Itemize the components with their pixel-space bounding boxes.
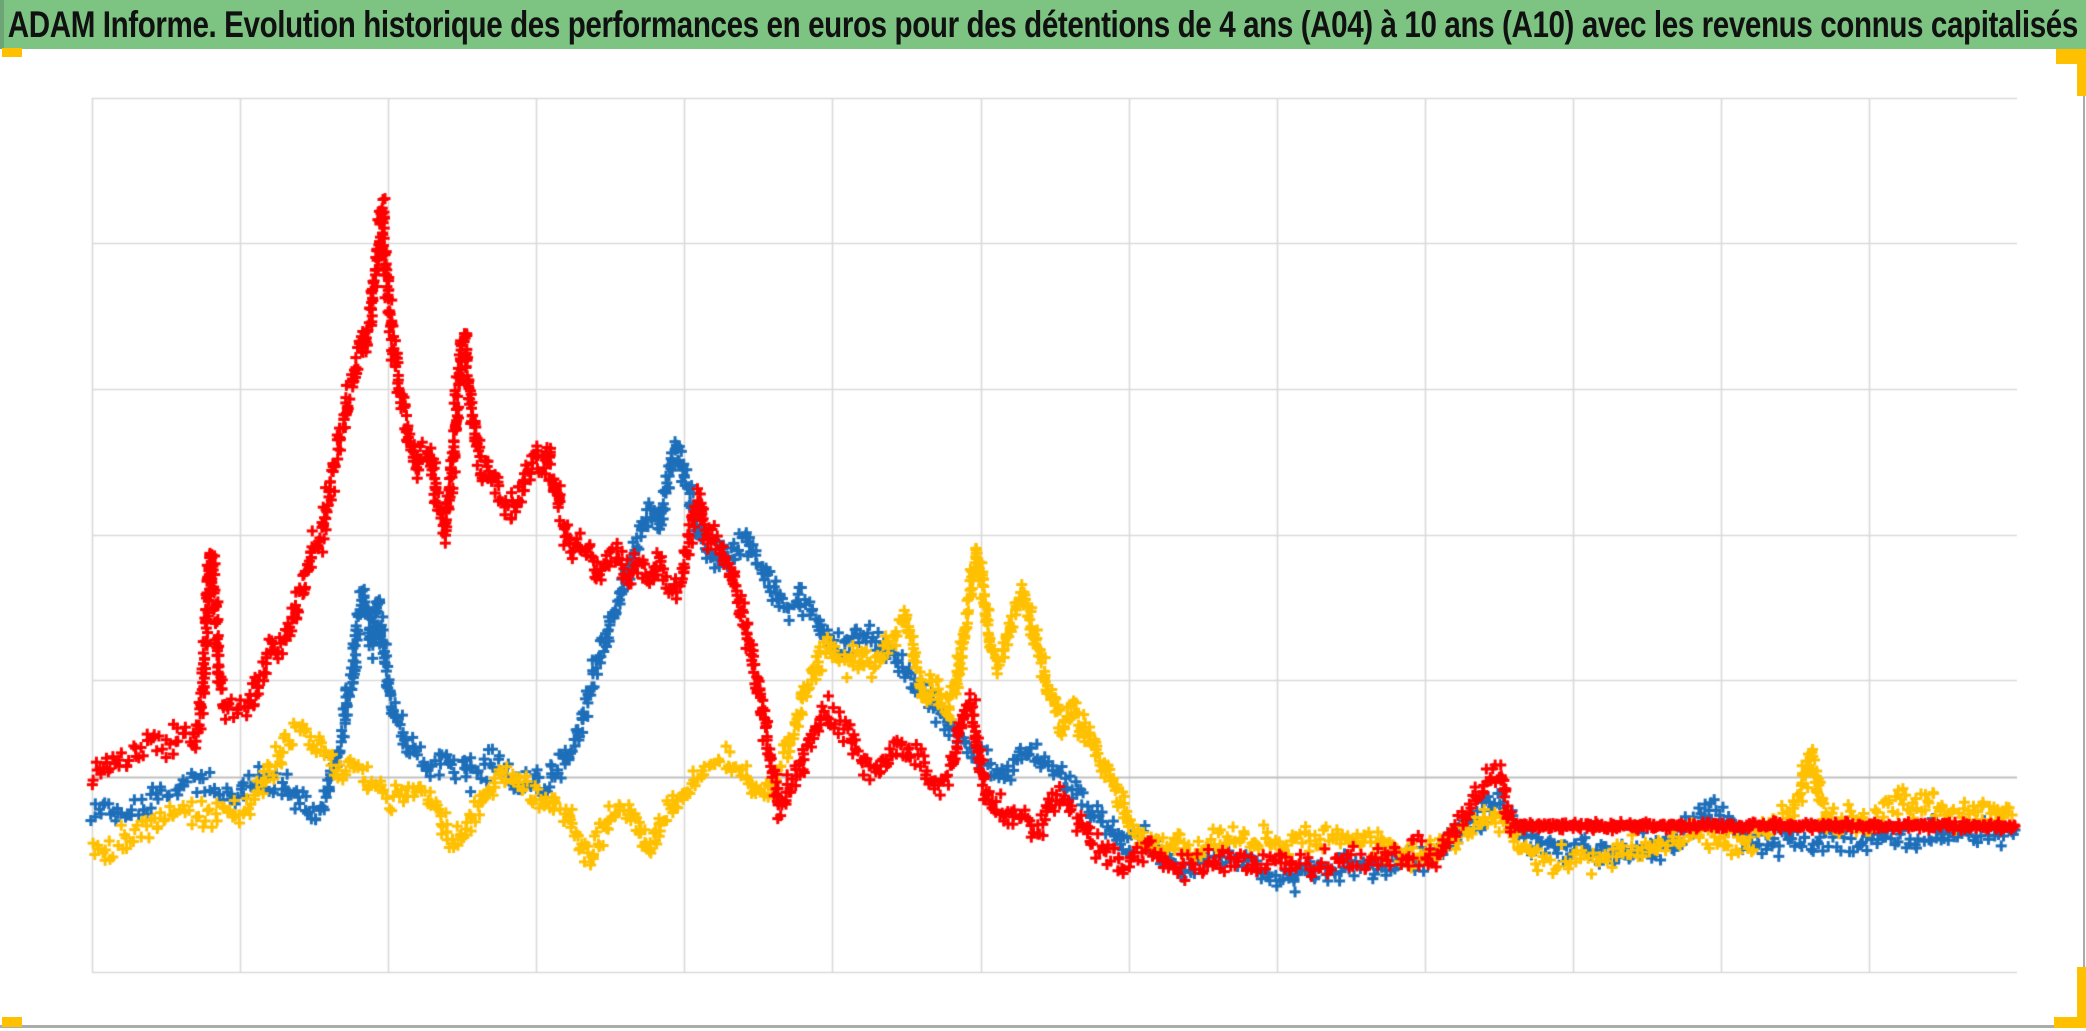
title-bar-left-edge [0, 0, 4, 49]
accent-mark-bottom-right-horizontal [2054, 1017, 2086, 1028]
accent-mark-top-left [2, 48, 22, 57]
right-border-line [2083, 49, 2085, 1026]
accent-mark-bottom-right-vertical [2077, 967, 2086, 1028]
page-title: ADAM Informe. Evolution historique des p… [7, 3, 2079, 45]
title-bar: ADAM Informe. Evolution historique des p… [0, 0, 2086, 49]
accent-mark-bottom-left [2, 1017, 22, 1027]
accent-mark-top-right-vertical [2077, 49, 2086, 96]
bottom-border-line [0, 1025, 2086, 1028]
